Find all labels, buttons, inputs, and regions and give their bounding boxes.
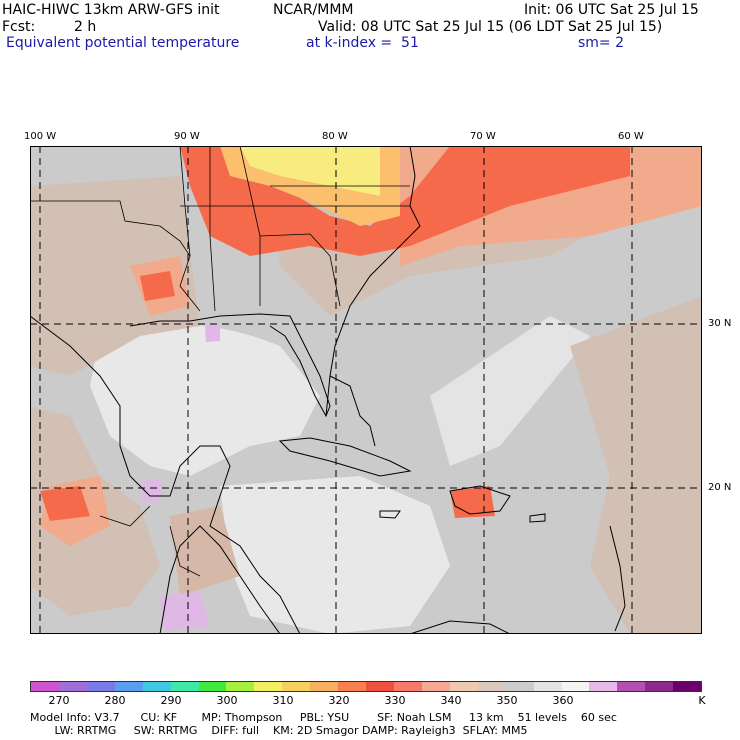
colorbar-swatch-13 — [393, 682, 422, 691]
bahamas — [329, 375, 376, 447]
colorbar-swatch-9 — [282, 682, 311, 691]
colorbar-label-300: 300 — [216, 694, 238, 707]
level-index: at k-index = 51 — [306, 35, 419, 51]
lat-label-30n: 30 N — [708, 318, 732, 329]
field-name: Equivalent potential temperature — [6, 35, 240, 51]
lavender-spot-central-america — [160, 591, 210, 631]
lon-label-70w: 70 W — [470, 131, 496, 142]
gulf-coast-florida — [129, 313, 331, 418]
colorbar-label-270: 270 — [48, 694, 70, 707]
colorbar-swatch-15 — [449, 682, 478, 691]
colorbar-swatch-16 — [477, 682, 506, 691]
colorbar-swatch-6 — [198, 682, 227, 691]
colorbar-swatch-8 — [254, 682, 283, 691]
colorbar-swatch-10 — [310, 682, 339, 691]
forecast-label: Fcst: — [2, 19, 36, 35]
colorbar-swatch-1 — [58, 682, 87, 691]
east-atlantic-tan — [570, 296, 702, 634]
lon-label-80w: 80 W — [322, 131, 348, 142]
jamaica — [379, 510, 401, 519]
puerto-rico — [529, 513, 546, 523]
colorbar-label-280: 280 — [104, 694, 126, 707]
atlantic-light-streak — [430, 316, 590, 466]
mississippi-border — [209, 146, 216, 312]
colorbar-swatch-12 — [366, 682, 394, 691]
colorbar-swatch-19 — [561, 682, 590, 691]
colorbar-label-320: 320 — [328, 694, 350, 707]
colorbar-swatch-17 — [505, 682, 534, 691]
colorbar-swatch-14 — [421, 682, 450, 691]
coastlines — [30, 146, 626, 634]
mexico-red — [40, 486, 90, 521]
carolina-red — [180, 146, 630, 256]
colorbar-label-290: 290 — [160, 694, 182, 707]
lesser-antilles — [609, 525, 626, 632]
mexico-gulf-coast — [30, 315, 301, 634]
colorbar-swatch-5 — [170, 682, 199, 691]
forecast-hour: 2 h — [74, 19, 97, 35]
georgia-border — [259, 233, 341, 307]
lon-label-100w: 100 W — [24, 131, 57, 142]
colorbar-label-310: 310 — [272, 694, 294, 707]
model-title: HAIC-HIWC 13km ARW-GFS init — [2, 2, 220, 18]
guatemala-border — [169, 525, 201, 577]
model-info-line2: LW: RRTMG SW: RRTMG DIFF: full KM: 2D Sm… — [30, 724, 528, 737]
smoothing-label: sm= 2 — [578, 35, 625, 51]
gulf-light-region — [90, 323, 320, 476]
colorbar-unit: K — [698, 694, 706, 707]
mexico-interior-border — [99, 505, 151, 527]
colorbar-swatch-22 — [645, 682, 674, 691]
colorbar — [30, 681, 702, 692]
hispaniola — [449, 485, 511, 515]
central-america-tan — [170, 506, 240, 596]
colorbar-swatch-7 — [226, 682, 255, 691]
valid-time: Valid: 08 UTC Sat 25 Jul 15 (06 LDT Sat … — [318, 19, 663, 35]
lat-lon-grid — [30, 146, 702, 634]
colorbar-swatch-0 — [31, 682, 59, 691]
louisiana-red — [140, 271, 175, 301]
colorbar-swatch-20 — [589, 682, 618, 691]
colorbar-swatch-4 — [142, 682, 171, 691]
caribbean-light-region — [220, 476, 450, 634]
colorbar-label-350: 350 — [496, 694, 518, 707]
political-borders — [30, 146, 410, 577]
colorbar-label-330: 330 — [384, 694, 406, 707]
init-time: Init: 06 UTC Sat 25 Jul 15 — [524, 2, 699, 18]
colorbar-swatch-2 — [86, 682, 115, 691]
colorbar-swatch-3 — [114, 682, 143, 691]
colorbar-label-340: 340 — [440, 694, 462, 707]
lon-label-60w: 60 W — [618, 131, 644, 142]
cuba — [278, 437, 412, 477]
model-info-line1: Model Info: V3.7 CU: KF MP: Thompson PBL… — [30, 711, 617, 724]
atlantic-coast — [325, 146, 421, 417]
colorbar-swatch-11 — [338, 682, 367, 691]
organization-label: NCAR/MMM — [273, 2, 354, 18]
map-frame — [30, 146, 702, 634]
colorbar-swatch-21 — [617, 682, 646, 691]
theta-e-map — [30, 146, 702, 634]
hispaniola-red — [450, 486, 495, 518]
lon-label-90w: 90 W — [174, 131, 200, 142]
lavender-spot-yucatan — [140, 479, 162, 503]
appalachian-yellow — [240, 146, 380, 196]
colorbar-swatch-18 — [533, 682, 562, 691]
south-america-coast — [409, 620, 511, 634]
lavender-spot-gulf — [205, 324, 220, 342]
lat-label-20n: 20 N — [708, 482, 732, 493]
colorbar-label-360: 360 — [552, 694, 574, 707]
texas-border — [30, 200, 201, 312]
colorbar-swatch-23 — [673, 682, 702, 691]
map-svg — [30, 146, 702, 634]
central-america-coast — [159, 525, 281, 634]
